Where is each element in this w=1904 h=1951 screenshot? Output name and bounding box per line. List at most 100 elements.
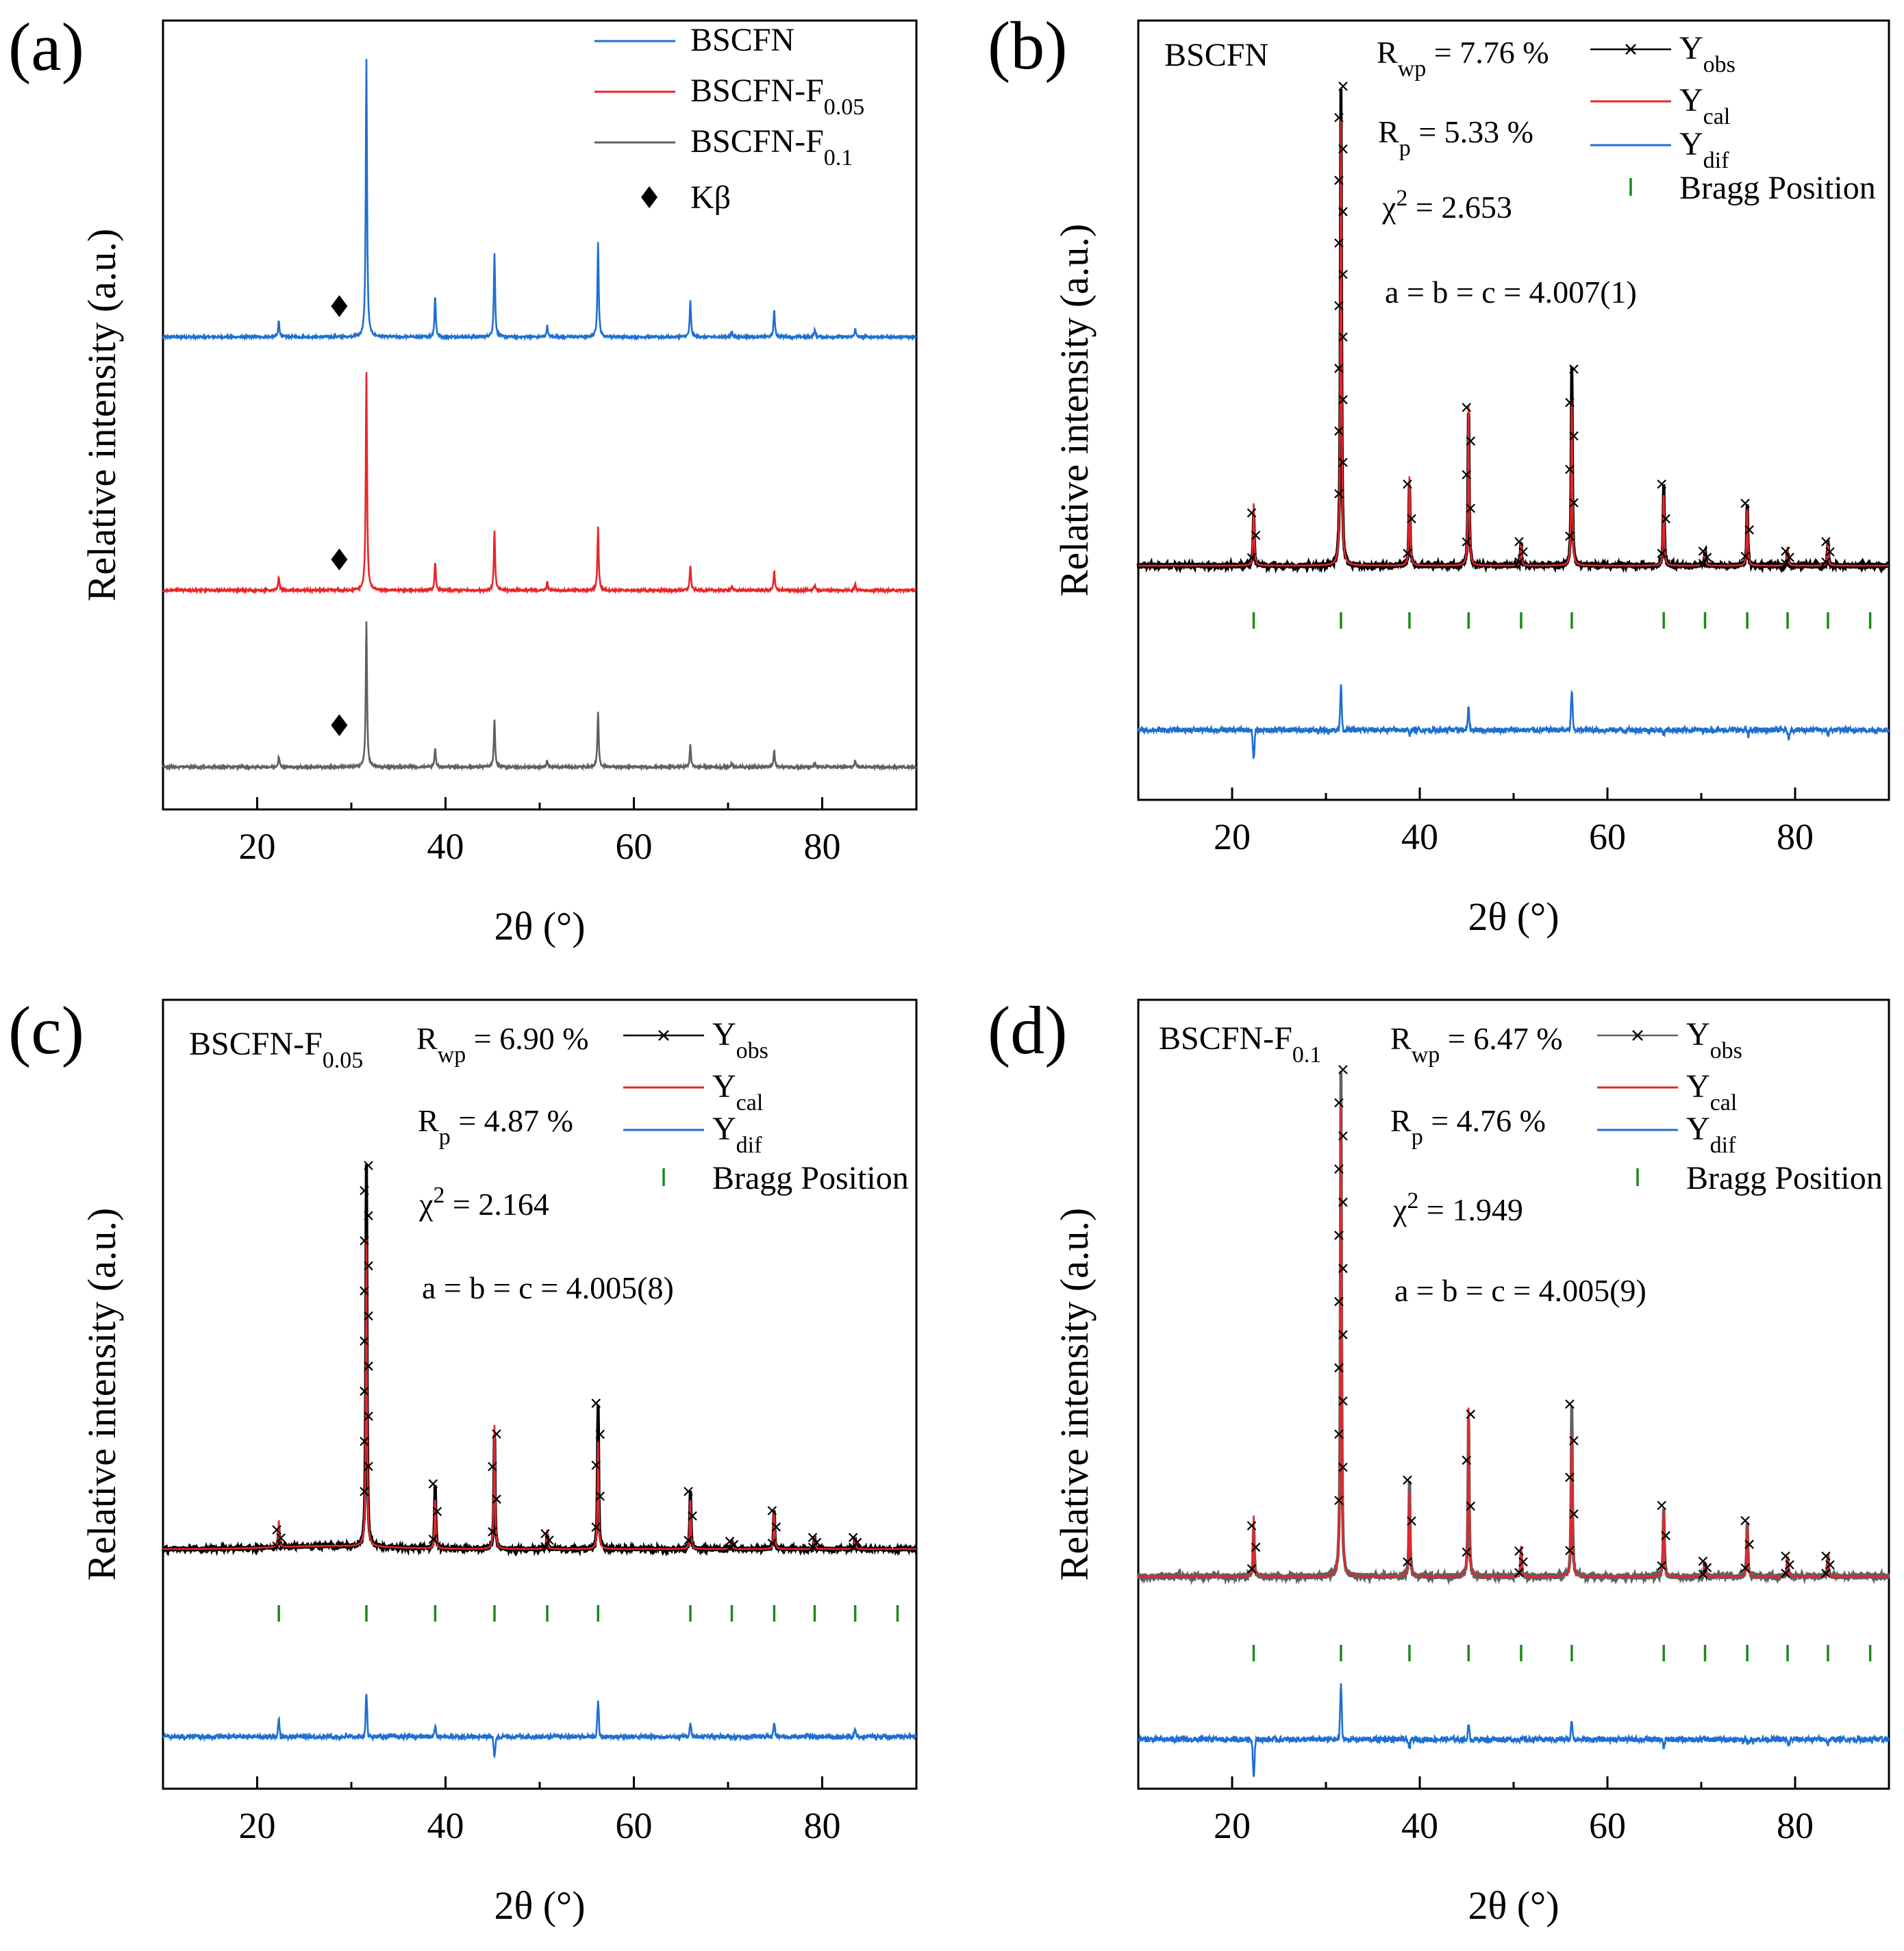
observed-marker <box>1334 1429 1344 1439</box>
observed-marker <box>1247 553 1257 563</box>
legend-diamond-icon <box>641 186 657 208</box>
observed-marker <box>1403 479 1412 489</box>
sample-label: BSCFN <box>1164 37 1268 73</box>
sample-label-sub: 0.05 <box>323 1048 364 1073</box>
legend-label: Kβ <box>690 179 731 216</box>
legend-label-base: Bragg Position <box>1679 170 1876 206</box>
observed-marker <box>1407 514 1416 524</box>
x-tick-label: 20 <box>239 826 276 867</box>
chi2-value: χ2 = 2.164 <box>418 1183 549 1222</box>
rwp-number: = 6.47 % <box>1440 1021 1562 1056</box>
y-axis-label: Relative intensity (a.u.) <box>1052 1208 1097 1581</box>
observed-marker <box>1821 537 1831 546</box>
observed-marker <box>1338 1263 1348 1274</box>
legend-label-sub: dif <box>1703 148 1729 173</box>
observed-marker <box>432 1507 442 1517</box>
panel-label: (a) <box>8 9 84 85</box>
rp-value: Rp = 4.87 % <box>418 1103 573 1150</box>
x-axis-label: 2θ (°) <box>494 1883 585 1928</box>
observed-marker <box>1466 503 1476 514</box>
x-tick-text: 80 <box>804 1805 841 1846</box>
observed-marker <box>684 1535 693 1546</box>
legend-cross-icon <box>1625 44 1636 55</box>
observed-marker <box>360 1286 369 1296</box>
panel-a: 20 40 60 80 2θ (°) Relative intensity (a.u.) (… <box>8 9 918 948</box>
rwp-symbol: R <box>416 1021 438 1056</box>
sample-label: BSCFN-F0.05 <box>189 1026 363 1073</box>
panel-label: (d) <box>988 992 1068 1068</box>
observed-marker <box>276 1533 286 1543</box>
x-tick-label: 60 <box>1589 816 1626 857</box>
observed-marker <box>1740 1563 1750 1573</box>
observed-marker <box>1466 1409 1476 1419</box>
x-tick-text: 40 <box>1401 816 1438 857</box>
kbeta-marker <box>331 549 348 570</box>
kbeta-marker <box>331 714 348 736</box>
panel-label: (c) <box>8 992 84 1068</box>
rp-subscript: p <box>1412 1124 1423 1150</box>
x-tick-text: 20 <box>1214 816 1251 857</box>
observed-marker <box>1702 1563 1712 1573</box>
observed-marker <box>1334 364 1344 373</box>
x-tick-label: 40 <box>1401 816 1438 857</box>
observed-marker <box>1466 436 1476 446</box>
rwp-number: = 7.76 % <box>1426 35 1549 70</box>
legend-label-base: BSCFN-F <box>690 73 824 109</box>
observed-marker <box>488 1527 497 1537</box>
rp-subscript: p <box>439 1124 451 1150</box>
chi2-number: = 2.164 <box>444 1187 549 1222</box>
legend-label-sub: dif <box>1710 1133 1736 1158</box>
lattice-parameter: a = b = c = 4.005(9) <box>1394 1273 1646 1308</box>
lattice-parameter: a = b = c = 4.007(1) <box>1385 275 1637 310</box>
observed-marker <box>1661 1531 1670 1541</box>
x-tick-text: 40 <box>427 826 464 867</box>
observed-marker <box>1338 457 1348 468</box>
chi2-superscript: 2 <box>433 1183 444 1208</box>
observed-marker <box>1825 547 1835 557</box>
x-axis-text: 2θ (°) <box>1468 1883 1559 1928</box>
rwp-value: Rwp = 6.47 % <box>1390 1021 1563 1068</box>
x-tick-text: 60 <box>1589 1805 1626 1846</box>
legend-label-base: Y <box>712 1068 736 1105</box>
rp-number: = 5.33 % <box>1411 114 1533 149</box>
difference-line <box>162 1694 917 1759</box>
observed-marker <box>1569 1509 1579 1519</box>
chi2-number: = 1.949 <box>1418 1192 1523 1227</box>
observed-marker <box>848 1533 858 1542</box>
observed-marker <box>364 1261 373 1271</box>
observed-marker <box>1462 1547 1472 1557</box>
rp-symbol: R <box>1378 114 1399 149</box>
observed-marker <box>1785 553 1794 562</box>
observed-marker <box>1569 364 1579 374</box>
observed-marker <box>684 1487 693 1496</box>
x-tick-text: 80 <box>804 826 841 867</box>
rwp-symbol: R <box>1390 1021 1412 1056</box>
legend-label-sub: dif <box>736 1133 762 1158</box>
observed-marker <box>807 1533 818 1542</box>
observed-marker <box>1466 1501 1476 1511</box>
x-tick-label: 80 <box>804 1805 841 1846</box>
chi2-value: χ2 = 1.949 <box>1392 1188 1523 1228</box>
observed-marker <box>591 1460 601 1470</box>
legend-label: BSCFN <box>690 22 794 58</box>
x-tick-text: 20 <box>239 826 276 867</box>
x-tick-text: 40 <box>1401 1805 1438 1846</box>
legend-label-sub: 0.05 <box>824 95 865 120</box>
observed-marker <box>1338 332 1348 342</box>
observed-marker <box>1334 175 1344 186</box>
x-tick-label: 60 <box>1589 1805 1626 1846</box>
observed-marker <box>1698 1557 1708 1566</box>
observed-marker <box>1334 112 1344 123</box>
legend-label-base: Bragg Position <box>1686 1160 1883 1196</box>
observed-marker <box>1781 1551 1790 1561</box>
y-axis-label: Relative intensity (a.u.) <box>79 1208 124 1581</box>
rwp-value: Rwp = 7.76 % <box>1377 35 1549 81</box>
calculated-line <box>1138 1105 1889 1578</box>
observed-marker <box>1565 1546 1575 1556</box>
observed-marker <box>1514 537 1524 546</box>
legend-label: BSCFN-F0.1 <box>690 123 853 171</box>
legend-label: BSCFN-F0.05 <box>690 73 864 120</box>
observed-marker <box>1781 559 1790 568</box>
observed-marker <box>1247 1564 1257 1574</box>
chi2-number: = 2.653 <box>1407 190 1512 225</box>
